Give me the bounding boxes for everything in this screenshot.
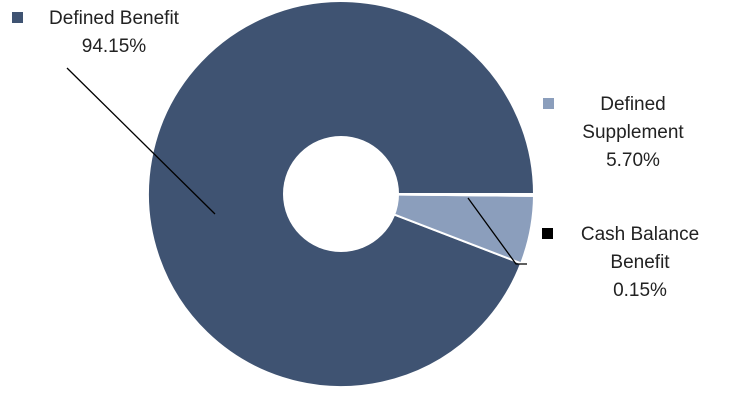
slice-label-line: Defined Benefit xyxy=(49,8,180,29)
slice-label-defined-benefit: Defined Benefit 94.15% xyxy=(49,8,180,57)
slice-label-line: Supplement xyxy=(582,122,684,143)
slice-label-line: Benefit xyxy=(610,252,670,273)
slice-label-line: 0.15% xyxy=(613,280,667,301)
legend-marker-defined-benefit xyxy=(12,12,23,23)
slice-label-cash-balance-benefit: Cash Balance Benefit 0.15% xyxy=(581,224,699,301)
donut-hole xyxy=(283,136,399,252)
legend-marker-defined-supplement xyxy=(543,98,554,109)
slice-label-defined-supplement: Defined Supplement 5.70% xyxy=(582,94,684,171)
slice-label-line: Cash Balance xyxy=(581,224,699,245)
slice-label-line: 94.15% xyxy=(82,36,147,57)
slice-label-line: 5.70% xyxy=(606,150,660,171)
legend-marker-cash-balance-benefit xyxy=(542,228,553,239)
slice-label-line: Defined xyxy=(600,94,666,115)
